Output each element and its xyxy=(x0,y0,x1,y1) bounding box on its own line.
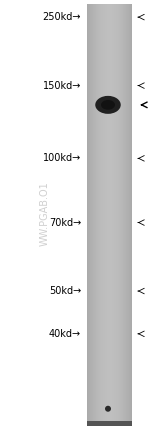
Text: 150kd→: 150kd→ xyxy=(43,80,81,91)
Ellipse shape xyxy=(101,100,115,110)
Text: 250kd→: 250kd→ xyxy=(42,12,81,22)
Text: 70kd→: 70kd→ xyxy=(49,217,81,228)
Text: 50kd→: 50kd→ xyxy=(49,286,81,296)
Text: 100kd→: 100kd→ xyxy=(43,153,81,163)
Ellipse shape xyxy=(95,96,121,114)
Text: 40kd→: 40kd→ xyxy=(49,329,81,339)
Ellipse shape xyxy=(105,406,111,412)
Text: WW.PGAB.O1: WW.PGAB.O1 xyxy=(40,181,50,247)
